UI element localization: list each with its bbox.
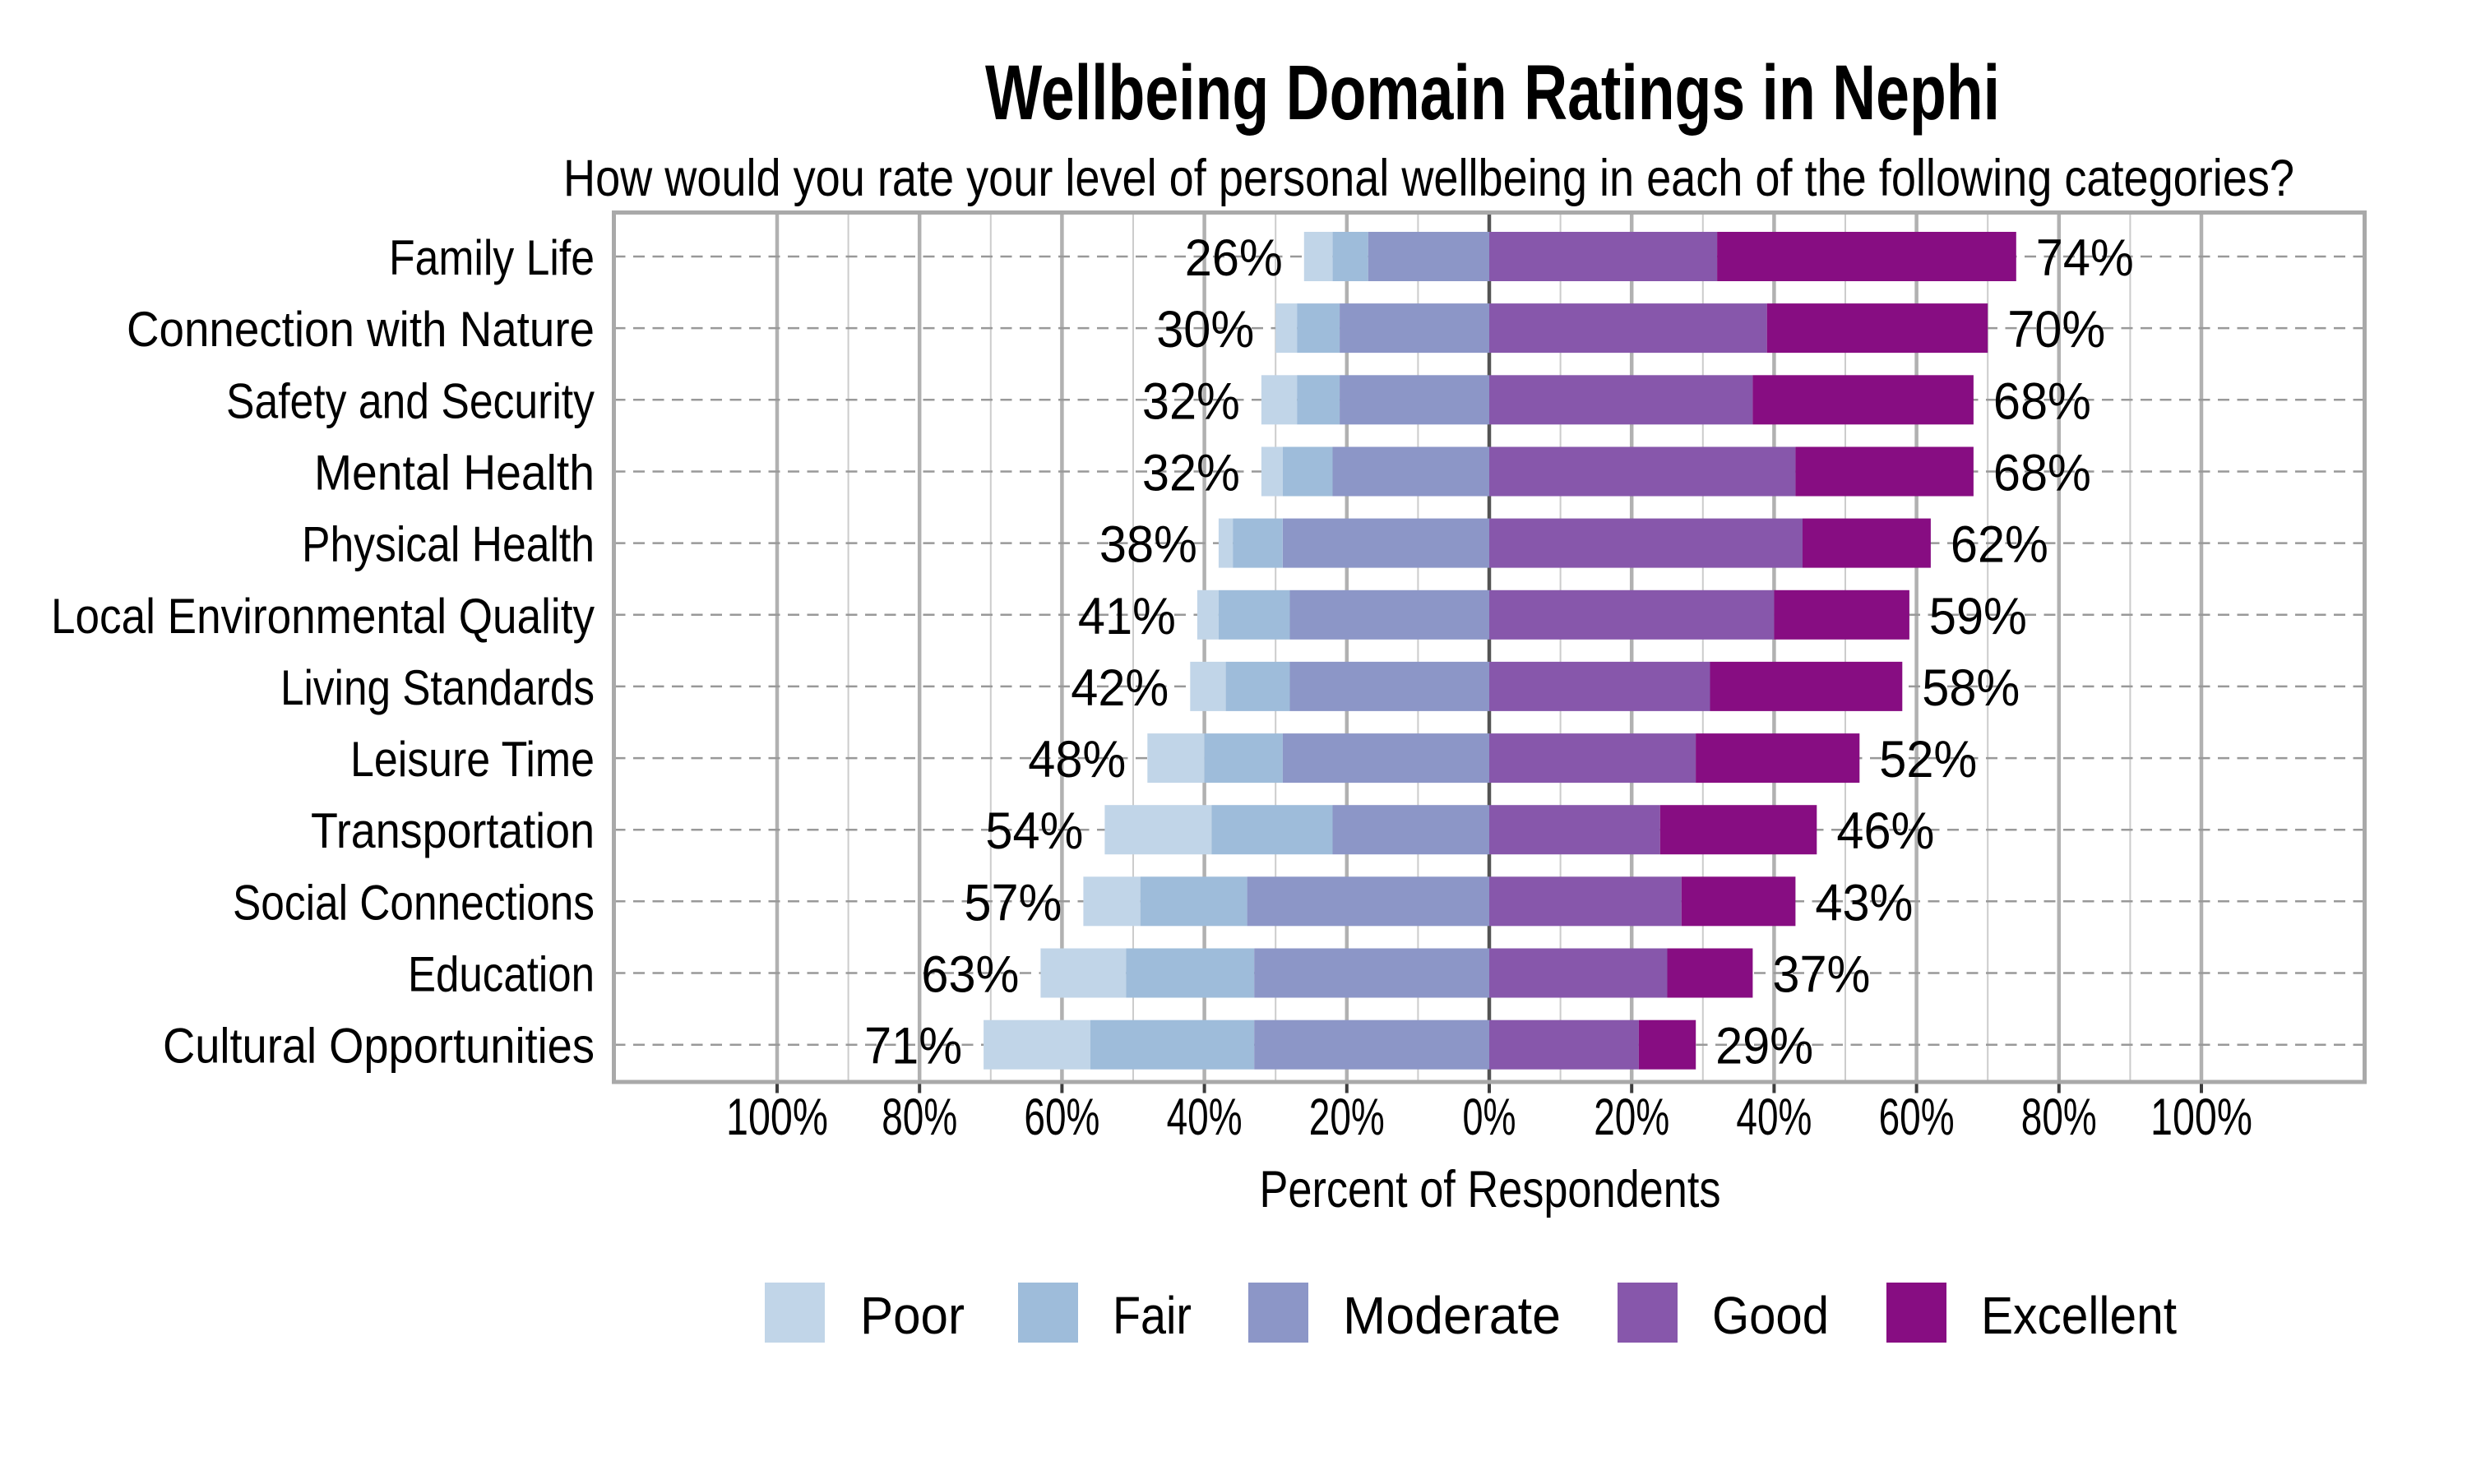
svg-text:32%: 32% xyxy=(1142,372,1240,430)
svg-text:80%: 80% xyxy=(2021,1089,2097,1146)
svg-text:63%: 63% xyxy=(921,946,1019,1004)
svg-text:Physical Health: Physical Health xyxy=(302,517,595,572)
svg-text:Cultural Opportunities: Cultural Opportunities xyxy=(163,1019,595,1074)
svg-text:Family Life: Family Life xyxy=(389,230,595,285)
svg-text:Social Connections: Social Connections xyxy=(233,875,595,930)
svg-text:20%: 20% xyxy=(1309,1089,1385,1146)
svg-text:48%: 48% xyxy=(1028,731,1126,788)
svg-text:40%: 40% xyxy=(1167,1089,1243,1146)
svg-text:80%: 80% xyxy=(882,1089,957,1146)
svg-text:Excellent: Excellent xyxy=(1981,1286,2177,1345)
svg-text:74%: 74% xyxy=(2036,229,2134,287)
svg-text:68%: 68% xyxy=(1993,445,2091,502)
svg-text:Living Standards: Living Standards xyxy=(280,660,595,715)
svg-text:46%: 46% xyxy=(1836,802,1934,860)
svg-text:26%: 26% xyxy=(1185,229,1283,287)
svg-text:58%: 58% xyxy=(1922,659,2020,717)
svg-text:Fair: Fair xyxy=(1113,1286,1192,1345)
svg-text:Mental Health: Mental Health xyxy=(314,446,595,501)
svg-text:Poor: Poor xyxy=(860,1286,965,1345)
svg-text:Education: Education xyxy=(408,947,595,1002)
svg-text:Transportation: Transportation xyxy=(311,803,595,858)
svg-text:52%: 52% xyxy=(1879,731,1977,788)
svg-text:43%: 43% xyxy=(1815,874,1913,932)
svg-text:59%: 59% xyxy=(1929,588,2027,645)
svg-text:57%: 57% xyxy=(964,874,1062,932)
svg-text:68%: 68% xyxy=(1993,372,2091,430)
svg-text:42%: 42% xyxy=(1071,659,1169,717)
svg-text:0%: 0% xyxy=(1463,1089,1516,1146)
svg-text:71%: 71% xyxy=(864,1018,962,1075)
svg-text:20%: 20% xyxy=(1594,1089,1669,1146)
svg-text:Connection with Nature: Connection with Nature xyxy=(127,302,595,357)
svg-text:100%: 100% xyxy=(726,1089,828,1146)
svg-text:54%: 54% xyxy=(985,802,1083,860)
svg-text:How would you rate your level: How would you rate your level of persona… xyxy=(563,150,2294,207)
svg-text:60%: 60% xyxy=(1879,1089,1955,1146)
svg-text:100%: 100% xyxy=(2150,1089,2252,1146)
svg-text:Safety and Security: Safety and Security xyxy=(226,373,595,428)
svg-text:Leisure Time: Leisure Time xyxy=(350,732,595,787)
svg-text:40%: 40% xyxy=(1736,1089,1812,1146)
svg-text:Percent of Respondents: Percent of Respondents xyxy=(1260,1161,1721,1218)
svg-text:38%: 38% xyxy=(1099,516,1197,574)
svg-text:32%: 32% xyxy=(1142,445,1240,502)
svg-text:30%: 30% xyxy=(1156,301,1254,358)
svg-text:Moderate: Moderate xyxy=(1343,1286,1561,1345)
svg-text:Wellbeing Domain Ratings in Ne: Wellbeing Domain Ratings in Nephi xyxy=(985,49,2000,136)
svg-text:60%: 60% xyxy=(1024,1089,1099,1146)
svg-text:Local Environmental Quality: Local Environmental Quality xyxy=(51,589,595,644)
svg-text:70%: 70% xyxy=(2007,301,2105,358)
svg-text:37%: 37% xyxy=(1772,946,1870,1004)
svg-text:29%: 29% xyxy=(1715,1018,1813,1075)
svg-text:62%: 62% xyxy=(1951,516,2048,574)
svg-text:Good: Good xyxy=(1712,1286,1829,1345)
svg-text:41%: 41% xyxy=(1078,588,1176,645)
